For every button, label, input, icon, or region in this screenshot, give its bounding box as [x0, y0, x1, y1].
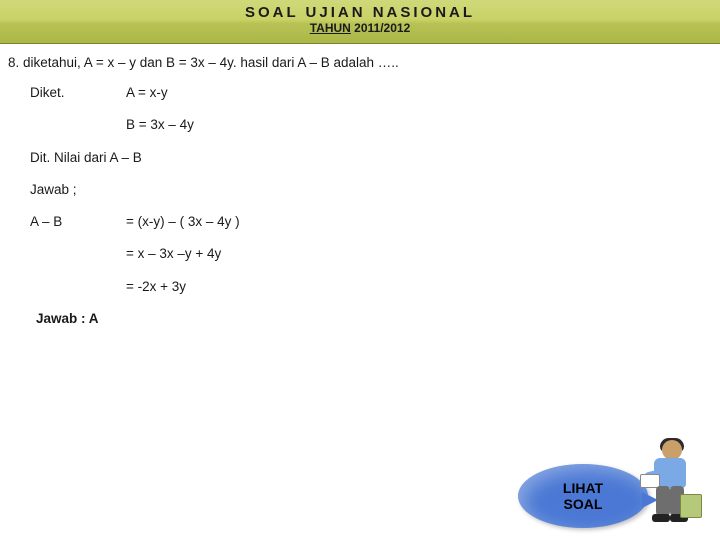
question-text: 8. diketahui, A = x – y dan B = 3x – 4y.… — [8, 54, 712, 72]
value-a: A = x-y — [126, 84, 712, 102]
label-empty-2 — [8, 245, 126, 263]
bottom-button-area: LIHAT SOAL — [518, 440, 702, 528]
bubble-line1: LIHAT — [563, 480, 603, 496]
header-sub-year: 2011/2012 — [351, 21, 410, 35]
header-sub-prefix: TAHUN — [310, 21, 351, 35]
value-b: B = 3x – 4y — [126, 116, 712, 134]
header-title: SOAL UJIAN NASIONAL — [0, 4, 720, 21]
header-bar: SOAL UJIAN NASIONAL TAHUN 2011/2012 — [0, 0, 720, 44]
row-jawab: Jawab ; — [8, 181, 712, 199]
content-area: 8. diketahui, A = x – y dan B = 3x – 4y.… — [0, 44, 720, 328]
final-answer: Jawab : A — [8, 310, 712, 328]
row-diket-b: B = 3x – 4y — [8, 116, 712, 134]
row-diket-a: Diket. A = x-y — [8, 84, 712, 102]
student-figure-icon — [640, 440, 702, 528]
label-diket: Diket. — [8, 84, 126, 102]
bubble-line2: SOAL — [564, 496, 603, 512]
label-empty-3 — [8, 278, 126, 296]
label-ab: A – B — [8, 213, 126, 231]
value-step2: = x – 3x –y + 4y — [126, 245, 712, 263]
lihat-soal-button[interactable]: LIHAT SOAL — [518, 464, 648, 528]
row-dit: Dit. Nilai dari A – B — [8, 149, 712, 167]
row-step2: = x – 3x –y + 4y — [8, 245, 712, 263]
row-step3: = -2x + 3y — [8, 278, 712, 296]
value-step3: = -2x + 3y — [126, 278, 712, 296]
label-empty-1 — [8, 116, 126, 134]
value-step1: = (x-y) – ( 3x – 4y ) — [126, 213, 712, 231]
row-ab-step1: A – B = (x-y) – ( 3x – 4y ) — [8, 213, 712, 231]
header-subtitle: TAHUN 2011/2012 — [0, 21, 720, 35]
